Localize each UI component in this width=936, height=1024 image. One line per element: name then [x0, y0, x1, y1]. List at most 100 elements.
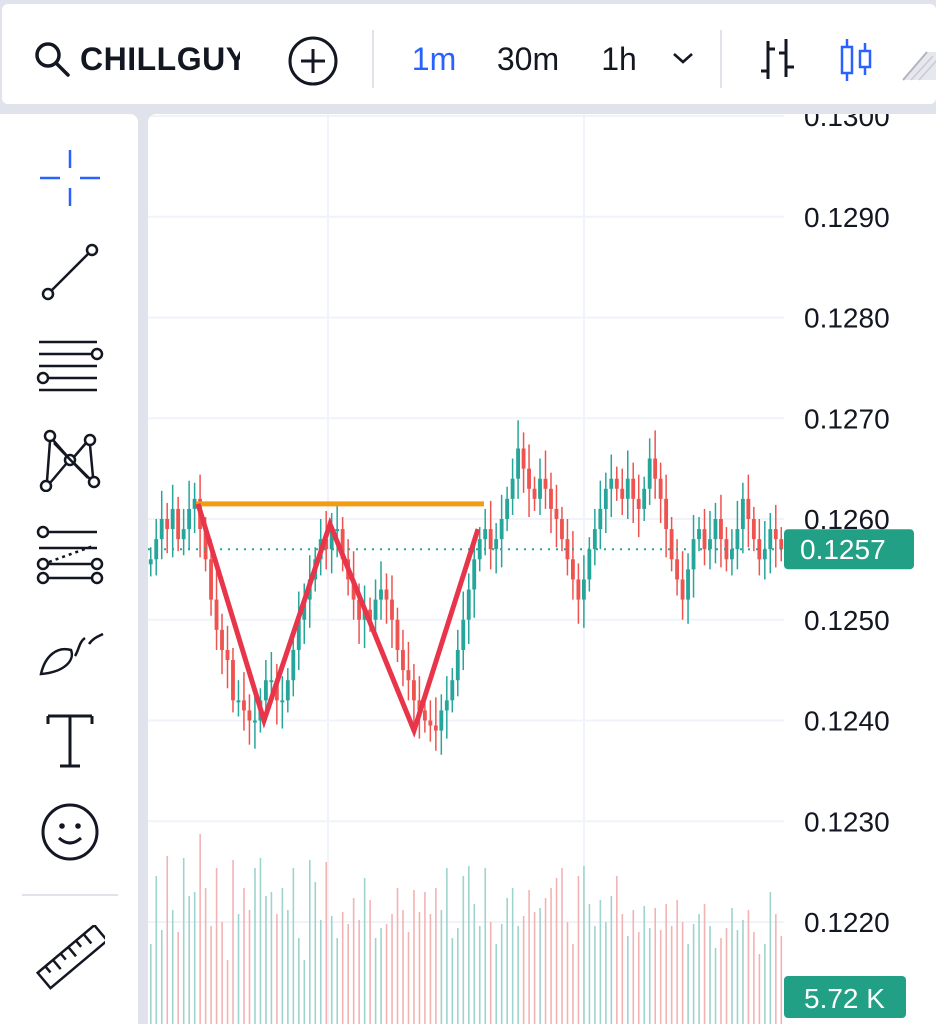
- volume-bar: [478, 926, 481, 1024]
- drawing-toolbar: [0, 114, 138, 1024]
- last-price-label: 0.1257: [800, 534, 886, 565]
- candle-body: [735, 529, 740, 550]
- search-icon: [35, 42, 70, 77]
- candle-body: [433, 725, 438, 731]
- candle-style-button[interactable]: [830, 32, 882, 88]
- chart-pane[interactable]: 0.1300 0.1290 0.1280 0.1270 0.1260 0.1250 0.12…: [148, 114, 936, 1024]
- volume-bar: [226, 960, 229, 1024]
- candle-body: [757, 539, 762, 560]
- horizontal-lines-tool[interactable]: [30, 326, 110, 406]
- brush-icon: [39, 632, 104, 676]
- candle-body: [521, 448, 526, 469]
- candle-body: [181, 529, 186, 540]
- compare-symbol-button[interactable]: [286, 34, 340, 88]
- candle-body: [779, 539, 784, 550]
- volume-bar: [714, 948, 717, 1024]
- volume-bar: [676, 900, 678, 1024]
- candle-body: [570, 559, 575, 580]
- volume-bar: [325, 862, 328, 1024]
- candle-body: [527, 468, 531, 489]
- text-tool[interactable]: [30, 700, 110, 780]
- candle-body: [395, 619, 400, 650]
- bar-style-button[interactable]: [752, 32, 804, 88]
- trend-line-tool[interactable]: [30, 232, 110, 312]
- volume-bar: [775, 914, 777, 1024]
- candle-body: [176, 508, 181, 540]
- symbol-search[interactable]: CHILLGUY: [32, 34, 240, 84]
- volume-bar: [309, 860, 311, 1024]
- volume-bar: [298, 938, 300, 1024]
- emoji-tool[interactable]: [30, 792, 110, 872]
- area-style-button[interactable]: [896, 44, 936, 84]
- volume-bar: [413, 890, 415, 1024]
- volume-bar: [429, 914, 432, 1024]
- candle-body: [483, 529, 488, 540]
- interval-dropdown-button[interactable]: [664, 38, 702, 78]
- interval-1h-button[interactable]: 1h: [590, 34, 648, 84]
- candle-body: [631, 478, 636, 499]
- volume-bar: [517, 926, 519, 1024]
- volume-bar: [446, 868, 448, 1024]
- candle-body: [461, 619, 466, 650]
- candle-body: [285, 680, 290, 701]
- volume-bar: [232, 860, 234, 1024]
- toolbar-divider: [372, 30, 374, 88]
- volume-bar: [160, 930, 163, 1024]
- candle-body: [642, 488, 647, 509]
- volume-bar: [539, 908, 541, 1024]
- price-axis-label: 0.1270: [804, 403, 890, 434]
- candle-body: [675, 559, 680, 580]
- volume-bar: [336, 938, 339, 1024]
- candle-body: [236, 700, 241, 703]
- volume-bar: [687, 944, 689, 1024]
- volume-bar: [248, 910, 251, 1024]
- price-chart[interactable]: 0.13000.12900.12800.12700.12600.12500.12…: [148, 114, 936, 1024]
- candle-body: [532, 488, 537, 499]
- candle-body: [494, 539, 499, 550]
- drawings[interactable]: [148, 501, 784, 738]
- interval-1m-button[interactable]: 1m: [400, 34, 468, 84]
- volume-bar: [659, 930, 662, 1024]
- volume-bar: [177, 932, 180, 1024]
- candle-body: [280, 700, 285, 703]
- pattern-tool[interactable]: [30, 420, 110, 500]
- candle-body: [762, 549, 767, 560]
- volume-bar: [418, 912, 421, 1024]
- candle-body: [768, 529, 773, 550]
- candle-body: [165, 519, 170, 530]
- volume-bar: [468, 866, 470, 1024]
- candle-body: [242, 700, 246, 711]
- volume-bar: [276, 914, 278, 1024]
- candles-style-icon: [840, 39, 872, 81]
- volume-bar: [281, 888, 284, 1024]
- volume-bar: [182, 858, 185, 1024]
- volume-bar: [681, 922, 684, 1024]
- interval-30m-button[interactable]: 30m: [486, 34, 570, 84]
- volume-bar: [561, 868, 563, 1024]
- candle-body: [713, 519, 718, 540]
- ruler-tool[interactable]: [30, 920, 110, 1000]
- volume-bar: [314, 882, 317, 1024]
- volume-bar: [522, 916, 525, 1024]
- volume-bar: [204, 888, 207, 1024]
- crosshair-tool[interactable]: [30, 138, 110, 218]
- candle-body: [691, 539, 696, 570]
- crosshair-icon: [40, 150, 100, 206]
- fib-retracement-tool[interactable]: [30, 514, 110, 594]
- candle-body: [773, 529, 778, 540]
- price-axis-label: 0.1230: [804, 806, 890, 837]
- price-axis-label: 0.1280: [804, 303, 890, 334]
- volume-bar: [171, 910, 174, 1024]
- candle-body: [505, 498, 510, 519]
- double-bottom-drawing: [195, 503, 481, 738]
- price-axis[interactable]: 0.13000.12900.12800.12700.12600.12500.12…: [784, 114, 914, 1018]
- interval-1m-label: 1m: [411, 40, 457, 77]
- volume-bar: [654, 908, 657, 1024]
- brush-tool[interactable]: [30, 608, 110, 688]
- volume-bar: [616, 876, 618, 1024]
- volume-bar: [769, 892, 772, 1024]
- candle-body: [247, 710, 252, 721]
- candle-body: [609, 478, 614, 489]
- volume-bar: [341, 912, 344, 1024]
- volume-bar: [572, 944, 574, 1024]
